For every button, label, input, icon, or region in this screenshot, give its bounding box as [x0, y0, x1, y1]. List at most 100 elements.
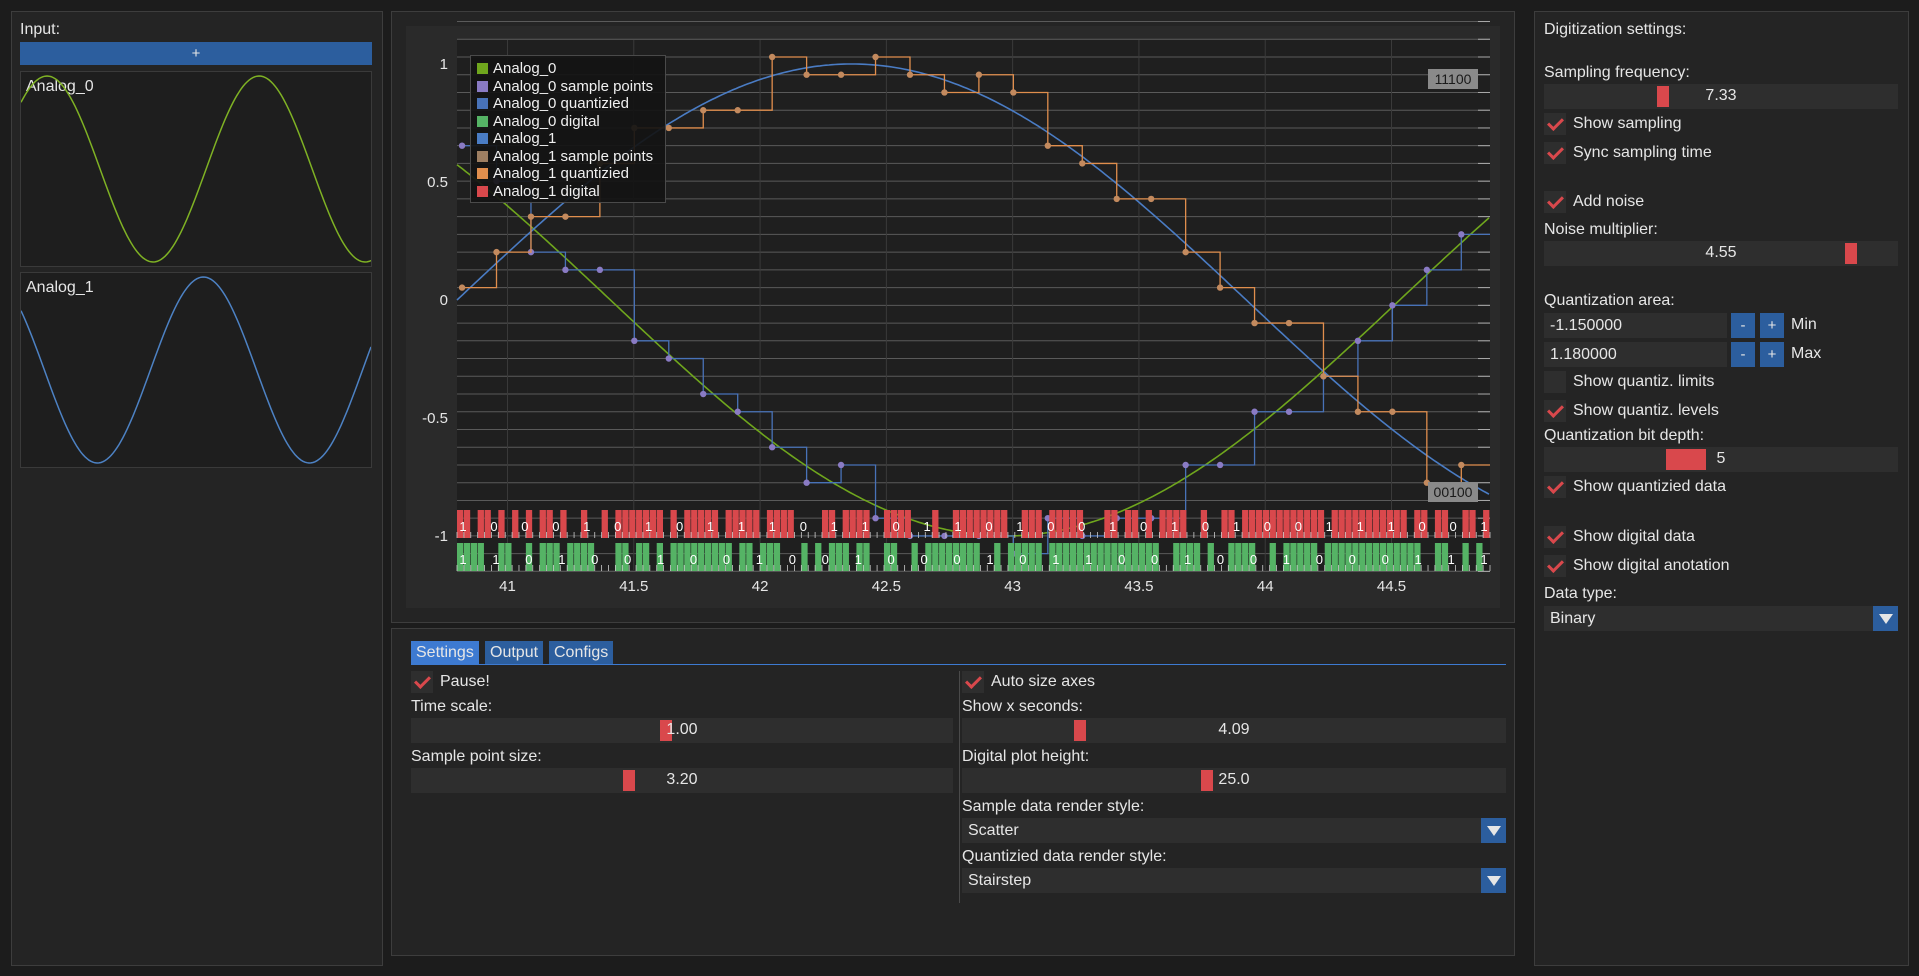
signal-name: Analog_0	[26, 78, 94, 95]
analog-0-digital-bit	[525, 543, 533, 571]
time-scale-slider[interactable]: 1.00	[411, 718, 953, 743]
analog-1-digital-label: 0	[676, 519, 683, 534]
slider-grab[interactable]	[1656, 86, 1669, 107]
quant-min-decrement-button[interactable]: -	[1731, 313, 1755, 338]
analog-0-digital-bit	[1152, 543, 1159, 571]
auto-size-axes-checkbox[interactable]	[962, 671, 984, 693]
sample-point-size-label: Sample point size:	[411, 748, 542, 765]
analog-0-sample-point	[941, 532, 948, 540]
analog-1-sample-point	[1458, 461, 1465, 469]
analog-1-digital-bit	[698, 510, 705, 538]
analog-1-digital-bit	[649, 510, 657, 538]
quant-min-increment-button[interactable]: +	[1760, 313, 1784, 338]
signal-card-analog-1[interactable]: Analog_1	[20, 272, 372, 468]
analog-0-sample-point	[1182, 461, 1189, 469]
analog-1-digital-bit	[1056, 510, 1063, 538]
slider-grab[interactable]	[1666, 449, 1707, 470]
analog-1-digital-bit	[787, 510, 794, 538]
analog-1-digital-bit	[966, 510, 973, 538]
analog-1-digital-bit	[1221, 510, 1228, 538]
analog-0-digital-bit	[1193, 543, 1201, 571]
analog-1-digital-bit	[1338, 510, 1345, 538]
sample-point-size-slider[interactable]: 3.20	[411, 768, 953, 793]
quant-max-decrement-button[interactable]: -	[1731, 342, 1755, 367]
analog-1-digital-bit	[821, 510, 829, 538]
analog-0-digital-bit	[505, 543, 512, 571]
show-quant-levels-checkbox[interactable]	[1544, 400, 1566, 422]
analog-1-digital-bit	[539, 510, 546, 538]
show-digital-data-checkbox[interactable]	[1544, 526, 1566, 548]
settings-panel: Settings Output Configs Pause! Time scal…	[391, 628, 1515, 956]
chevron-down-icon[interactable]	[1481, 818, 1506, 843]
analog-1-digital-bit	[1269, 510, 1276, 538]
analog-1-digital-bit	[890, 510, 898, 538]
slider-grab[interactable]	[1201, 770, 1214, 791]
analog-1-digital-bit	[1317, 510, 1325, 538]
quant-render-style-select[interactable]: Stairstep	[962, 868, 1506, 893]
show-sampling-checkbox[interactable]	[1544, 113, 1566, 135]
add-noise-checkbox[interactable]	[1544, 191, 1566, 213]
analog-0-digital-bit	[932, 543, 939, 571]
noise-multiplier-slider[interactable]: 4.55	[1544, 241, 1898, 266]
tab-configs[interactable]: Configs	[549, 641, 614, 664]
sync-sampling-checkbox[interactable]	[1544, 142, 1566, 164]
tab-output[interactable]: Output	[485, 641, 544, 664]
x-tick-label: 41	[499, 578, 516, 595]
analog-1-digital-label: 1	[583, 519, 590, 534]
analog-0-digital-bit	[939, 543, 946, 571]
signal-card-analog-0[interactable]: Analog_0	[20, 71, 372, 267]
analog-1-sample-point	[872, 53, 879, 61]
analog-0-digital-bit	[1145, 543, 1152, 571]
analog-0-digital-label: 1	[1052, 552, 1059, 567]
slider-grab[interactable]	[1844, 243, 1857, 264]
slider-grab[interactable]	[623, 770, 635, 791]
analog-1-preview-wave	[21, 276, 371, 464]
analog-0-digital-bit	[973, 543, 980, 571]
analog-0-digital-bit	[1125, 543, 1132, 571]
analog-1-digital-bit	[1441, 510, 1449, 538]
analog-0-preview-wave	[21, 75, 371, 263]
show-digital-annotation-checkbox[interactable]	[1544, 555, 1566, 577]
quant-area-label: Quantization area:	[1544, 292, 1675, 309]
analog-0-digital-bit	[766, 543, 774, 571]
sample-render-style-select[interactable]: Scatter	[962, 818, 1506, 843]
analog-1-digital-bit	[883, 510, 891, 538]
analog-1-digital-bit	[1125, 510, 1132, 538]
x-tick-label: 43	[1004, 578, 1021, 595]
analog-0-digital-bit	[966, 543, 973, 571]
analog-0-sample-point	[1251, 408, 1258, 415]
analog-0-digital-bit	[1324, 543, 1332, 571]
bit-depth-slider[interactable]: 5	[1544, 447, 1898, 472]
pause-checkbox[interactable]	[411, 671, 433, 693]
show-quant-limits-checkbox[interactable]	[1544, 371, 1566, 393]
chevron-down-icon[interactable]	[1481, 868, 1506, 893]
column-divider	[959, 671, 960, 903]
show-quantized-data-checkbox[interactable]	[1544, 476, 1566, 498]
analog-1-sample-point	[1251, 319, 1258, 327]
analog-0-digital-bit	[704, 543, 712, 571]
show-x-seconds-slider[interactable]: 4.09	[962, 718, 1506, 743]
analog-0-digital-label: 0	[1382, 552, 1389, 567]
analog-1-digital-label: 1	[954, 519, 961, 534]
quant-max-input[interactable]: 1.180000	[1544, 342, 1727, 367]
slider-grab[interactable]	[660, 720, 673, 741]
analog-1-digital-label: 1	[707, 519, 714, 534]
add-signal-button[interactable]: +	[20, 42, 372, 65]
analog-0-digital-bit	[1462, 543, 1469, 571]
digital-plot-height-slider[interactable]: 25.0	[962, 768, 1506, 793]
sampling-frequency-slider[interactable]: 7.33	[1544, 84, 1898, 109]
analog-0-digital-bit	[587, 543, 595, 571]
analog-1-digital-label: 0	[1078, 519, 1085, 534]
quant-min-input[interactable]: -1.150000	[1544, 313, 1727, 338]
analog-1-sample-point	[562, 213, 569, 220]
analog-1-digital-bit	[1069, 510, 1077, 538]
data-type-select[interactable]: Binary	[1544, 606, 1898, 631]
quant-max-increment-button[interactable]: +	[1760, 342, 1784, 367]
tab-settings[interactable]: Settings	[411, 641, 479, 664]
analog-1-digital-bit	[773, 510, 781, 538]
plot-panel: 41 41.5 42 42.5 43 43.5 44 44.5 1 0.5 0 -0.5 -1 1 0 0 0 1…	[391, 11, 1515, 623]
slider-grab[interactable]	[1073, 720, 1086, 741]
analog-0-sample-point	[1216, 461, 1224, 469]
chevron-down-icon[interactable]	[1873, 606, 1898, 631]
analog-0-digital-bit	[691, 543, 698, 571]
